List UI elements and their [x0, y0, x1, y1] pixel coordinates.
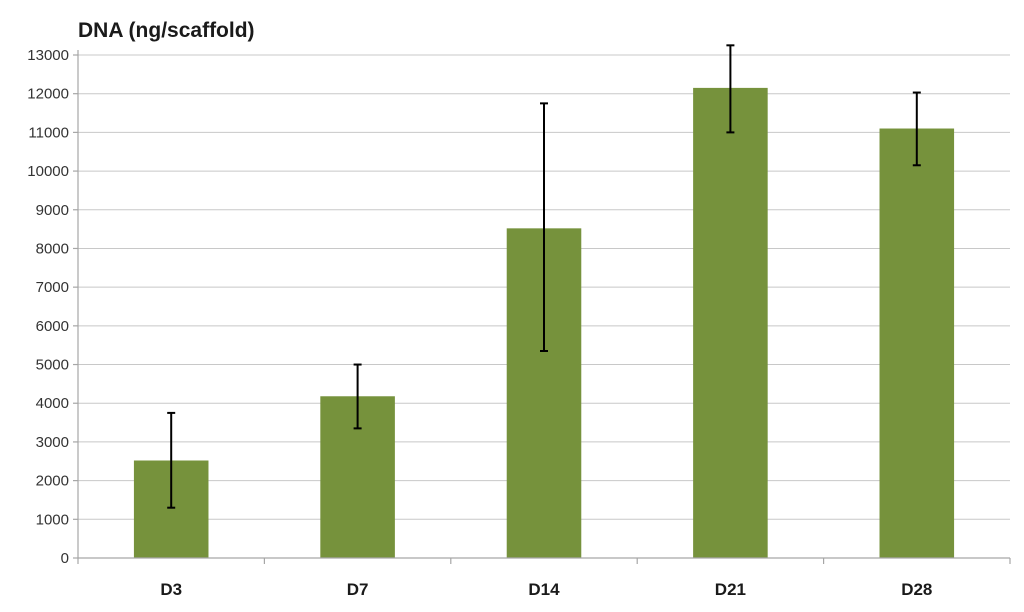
error-bar-D14: [540, 102, 548, 352]
error-bar-D3: [167, 411, 176, 509]
bar-D21: [693, 87, 768, 558]
ytick-label-8000: 8000: [36, 240, 69, 257]
ytick-label-11000: 11000: [28, 124, 69, 141]
error-bar-D21: [726, 44, 735, 134]
ytick-label-0: 0: [61, 550, 69, 567]
xtick-label-D21: D21: [715, 580, 746, 599]
error-bar-D7: [353, 363, 362, 430]
ytick-label-7000: 7000: [36, 279, 69, 296]
error-bars: [167, 44, 921, 509]
xtick-label-D14: D14: [528, 580, 560, 599]
ytick-label-6000: 6000: [36, 318, 69, 335]
ytick-label-3000: 3000: [36, 434, 69, 451]
ytick-label-12000: 12000: [27, 86, 69, 103]
ytick-label-1000: 1000: [36, 511, 69, 528]
ytick-label-2000: 2000: [36, 473, 69, 490]
bar-D28: [879, 128, 955, 558]
xtick-label-D3: D3: [160, 580, 182, 599]
ytick-label-5000: 5000: [36, 357, 69, 374]
ytick-label-4000: 4000: [36, 395, 69, 412]
chart-title: DNA (ng/scaffold): [78, 19, 255, 42]
error-bar-D28: [912, 91, 921, 167]
tick-labels: 0 1000 2000 3000 4000 5000 6000 7000 8000 9000 100…: [27, 47, 932, 599]
xtick-label-D7: D7: [347, 580, 369, 599]
ytick-label-13000: 13000: [27, 47, 69, 64]
ytick-label-10000: 10000: [27, 163, 69, 180]
ytick-label-9000: 9000: [36, 202, 69, 219]
xtick-label-D28: D28: [901, 580, 932, 599]
axes: [73, 50, 1011, 564]
